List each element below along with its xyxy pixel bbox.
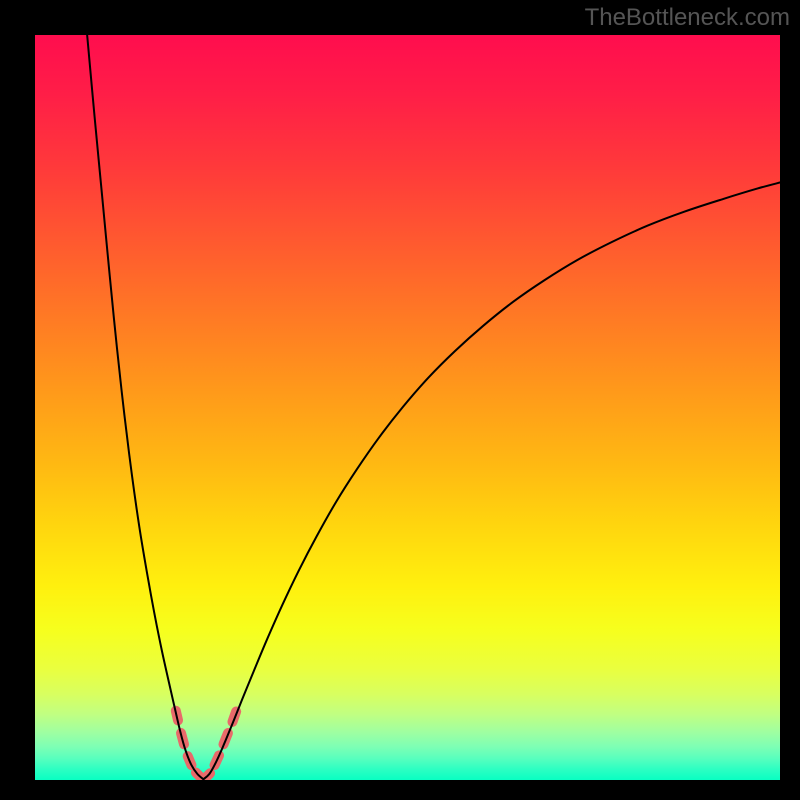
bottleneck-curve-chart — [35, 35, 780, 780]
plot-area — [35, 35, 780, 780]
gradient-background — [35, 35, 780, 780]
chart-root: TheBottleneck.com — [0, 0, 800, 800]
watermark-text: TheBottleneck.com — [585, 4, 790, 32]
